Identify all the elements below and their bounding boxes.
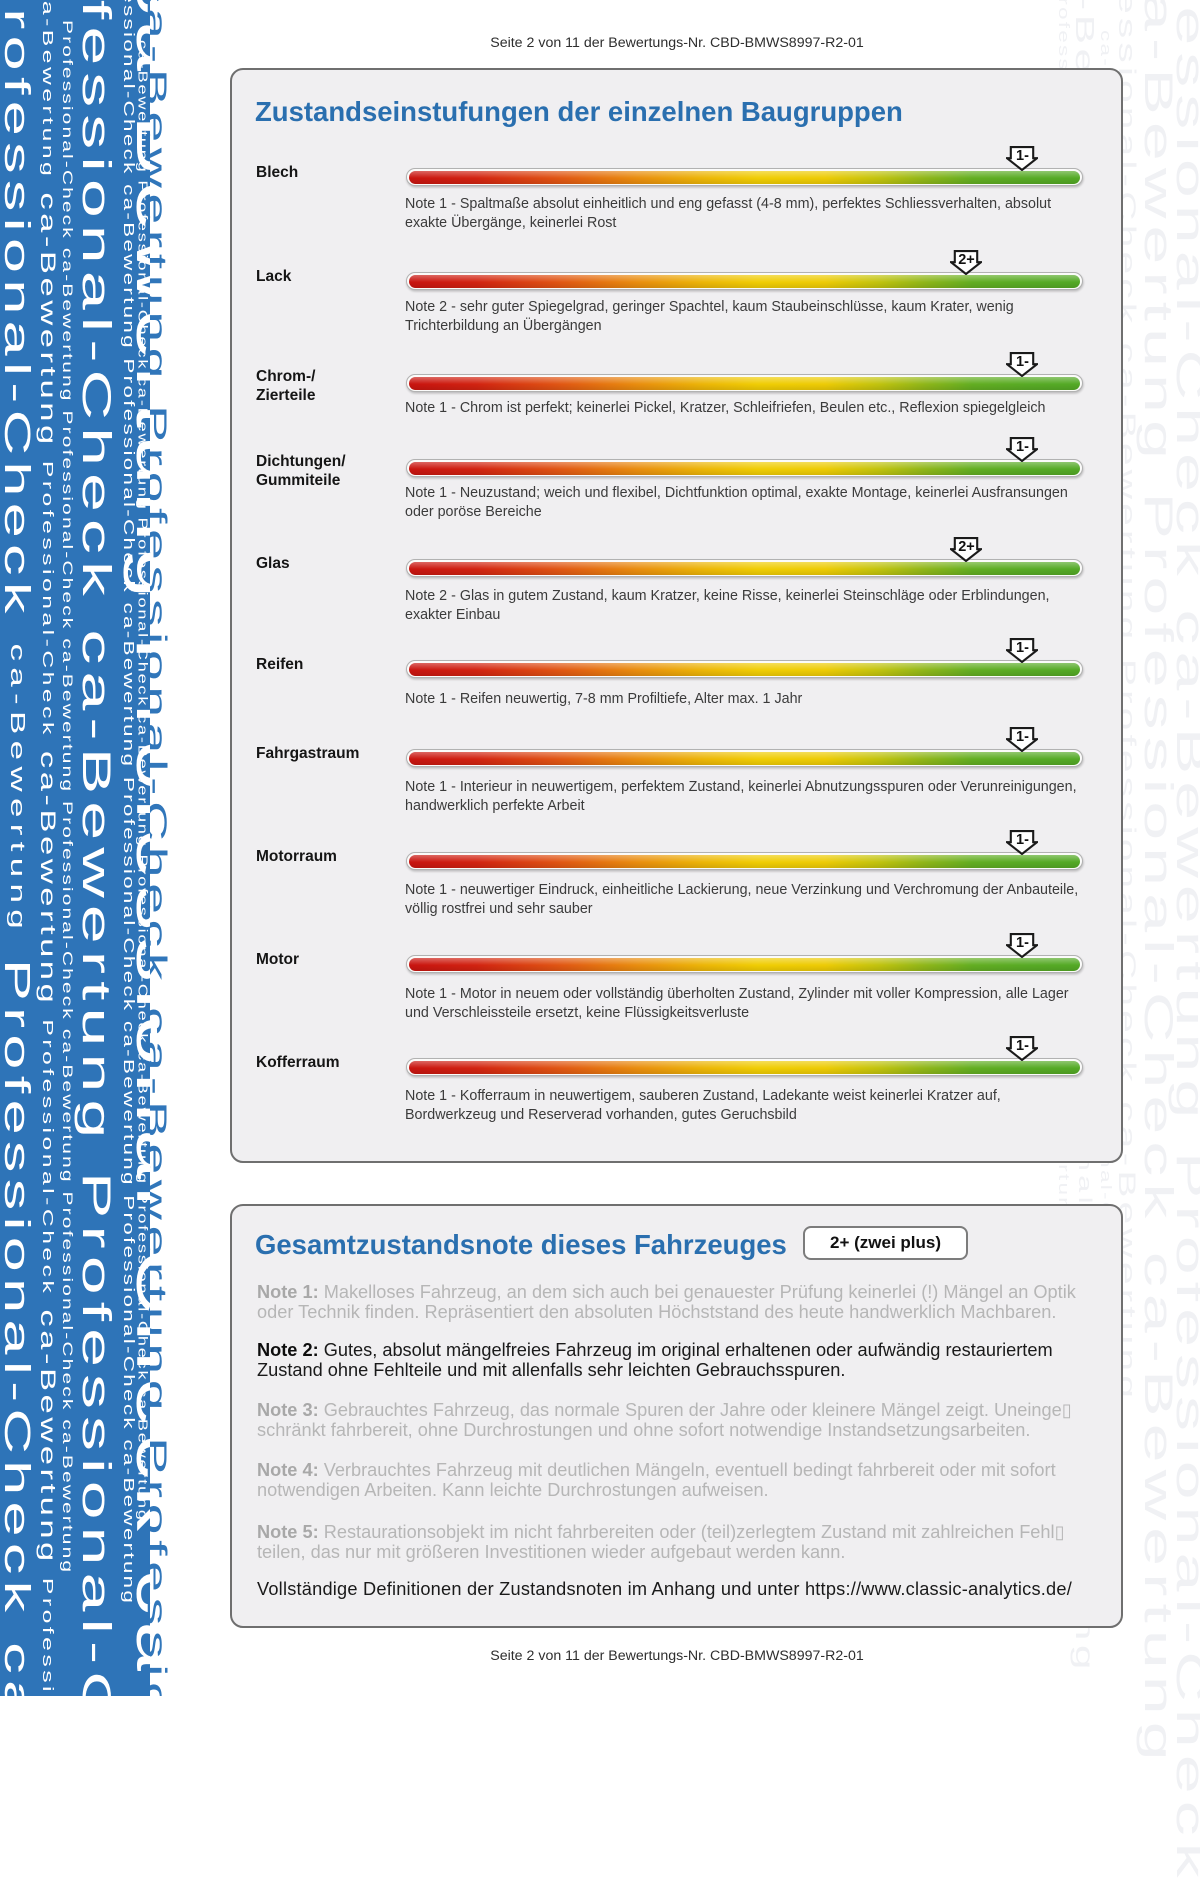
svg-text:1-: 1- [1016, 729, 1029, 745]
svg-text:1-: 1- [1016, 1038, 1029, 1054]
svg-text:1-: 1- [1016, 935, 1029, 951]
svg-text:1-: 1- [1016, 640, 1029, 656]
svg-text:1-: 1- [1016, 148, 1029, 164]
svg-text:1-: 1- [1016, 354, 1029, 370]
svg-text:1-: 1- [1016, 832, 1029, 848]
svg-text:2+: 2+ [958, 539, 975, 555]
svg-text:1-: 1- [1016, 439, 1029, 455]
svg-text:2+: 2+ [958, 252, 975, 268]
